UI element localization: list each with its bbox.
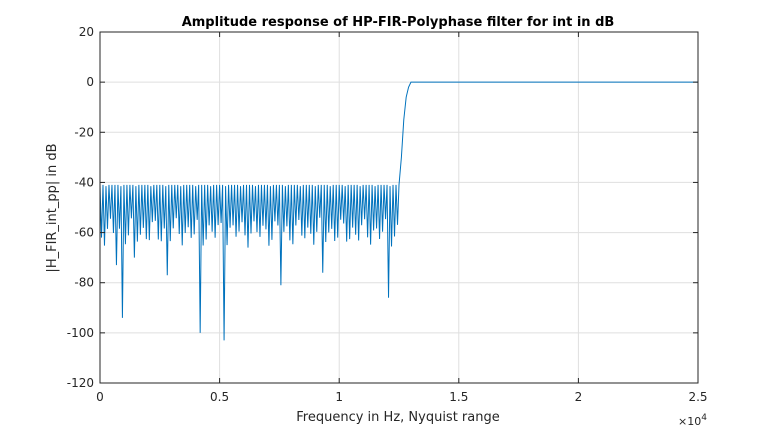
y-tick-label: -80 [74, 276, 94, 290]
chart-title: Amplitude response of HP-FIR-Polyphase f… [182, 15, 615, 30]
series-line [99, 81, 698, 341]
x-axis-exponent: ×104 [678, 413, 707, 428]
plot-area: 0 0.5 1 1.5 2 2.5 -120 -100 -80 -60 -40 -20 0 20 [67, 25, 708, 404]
x-exponent-base: ×10 [678, 415, 701, 428]
axes-box [99, 31, 699, 384]
y-axis-label: |H_FIR_int_pp| in dB [45, 143, 60, 272]
y-tick-label: -40 [74, 175, 94, 189]
y-tick-label: -20 [74, 125, 94, 139]
y-tick-label: 0 [86, 75, 94, 89]
y-tick-label: -120 [67, 376, 94, 390]
y-tick-label: -100 [67, 326, 94, 340]
y-axis: -120 -100 -80 -60 -40 -20 0 20 [67, 25, 698, 390]
x-axis: 0 0.5 1 1.5 2 2.5 [96, 32, 708, 404]
svg-text:×104: ×104 [678, 413, 707, 428]
axes-background [100, 32, 698, 383]
y-tick-label: -60 [74, 226, 94, 240]
x-exponent-power: 4 [701, 413, 707, 423]
x-tick-label: 2.5 [688, 390, 707, 404]
x-tick-label: 1 [335, 390, 343, 404]
series-layer [99, 81, 698, 341]
y-tick-label: 20 [79, 25, 94, 39]
x-tick-label: 0 [96, 390, 104, 404]
x-tick-label: 1.5 [449, 390, 468, 404]
x-axis-label: Frequency in Hz, Nyquist range [296, 410, 499, 425]
x-tick-label: 2 [575, 390, 583, 404]
x-tick-label: 0.5 [210, 390, 229, 404]
